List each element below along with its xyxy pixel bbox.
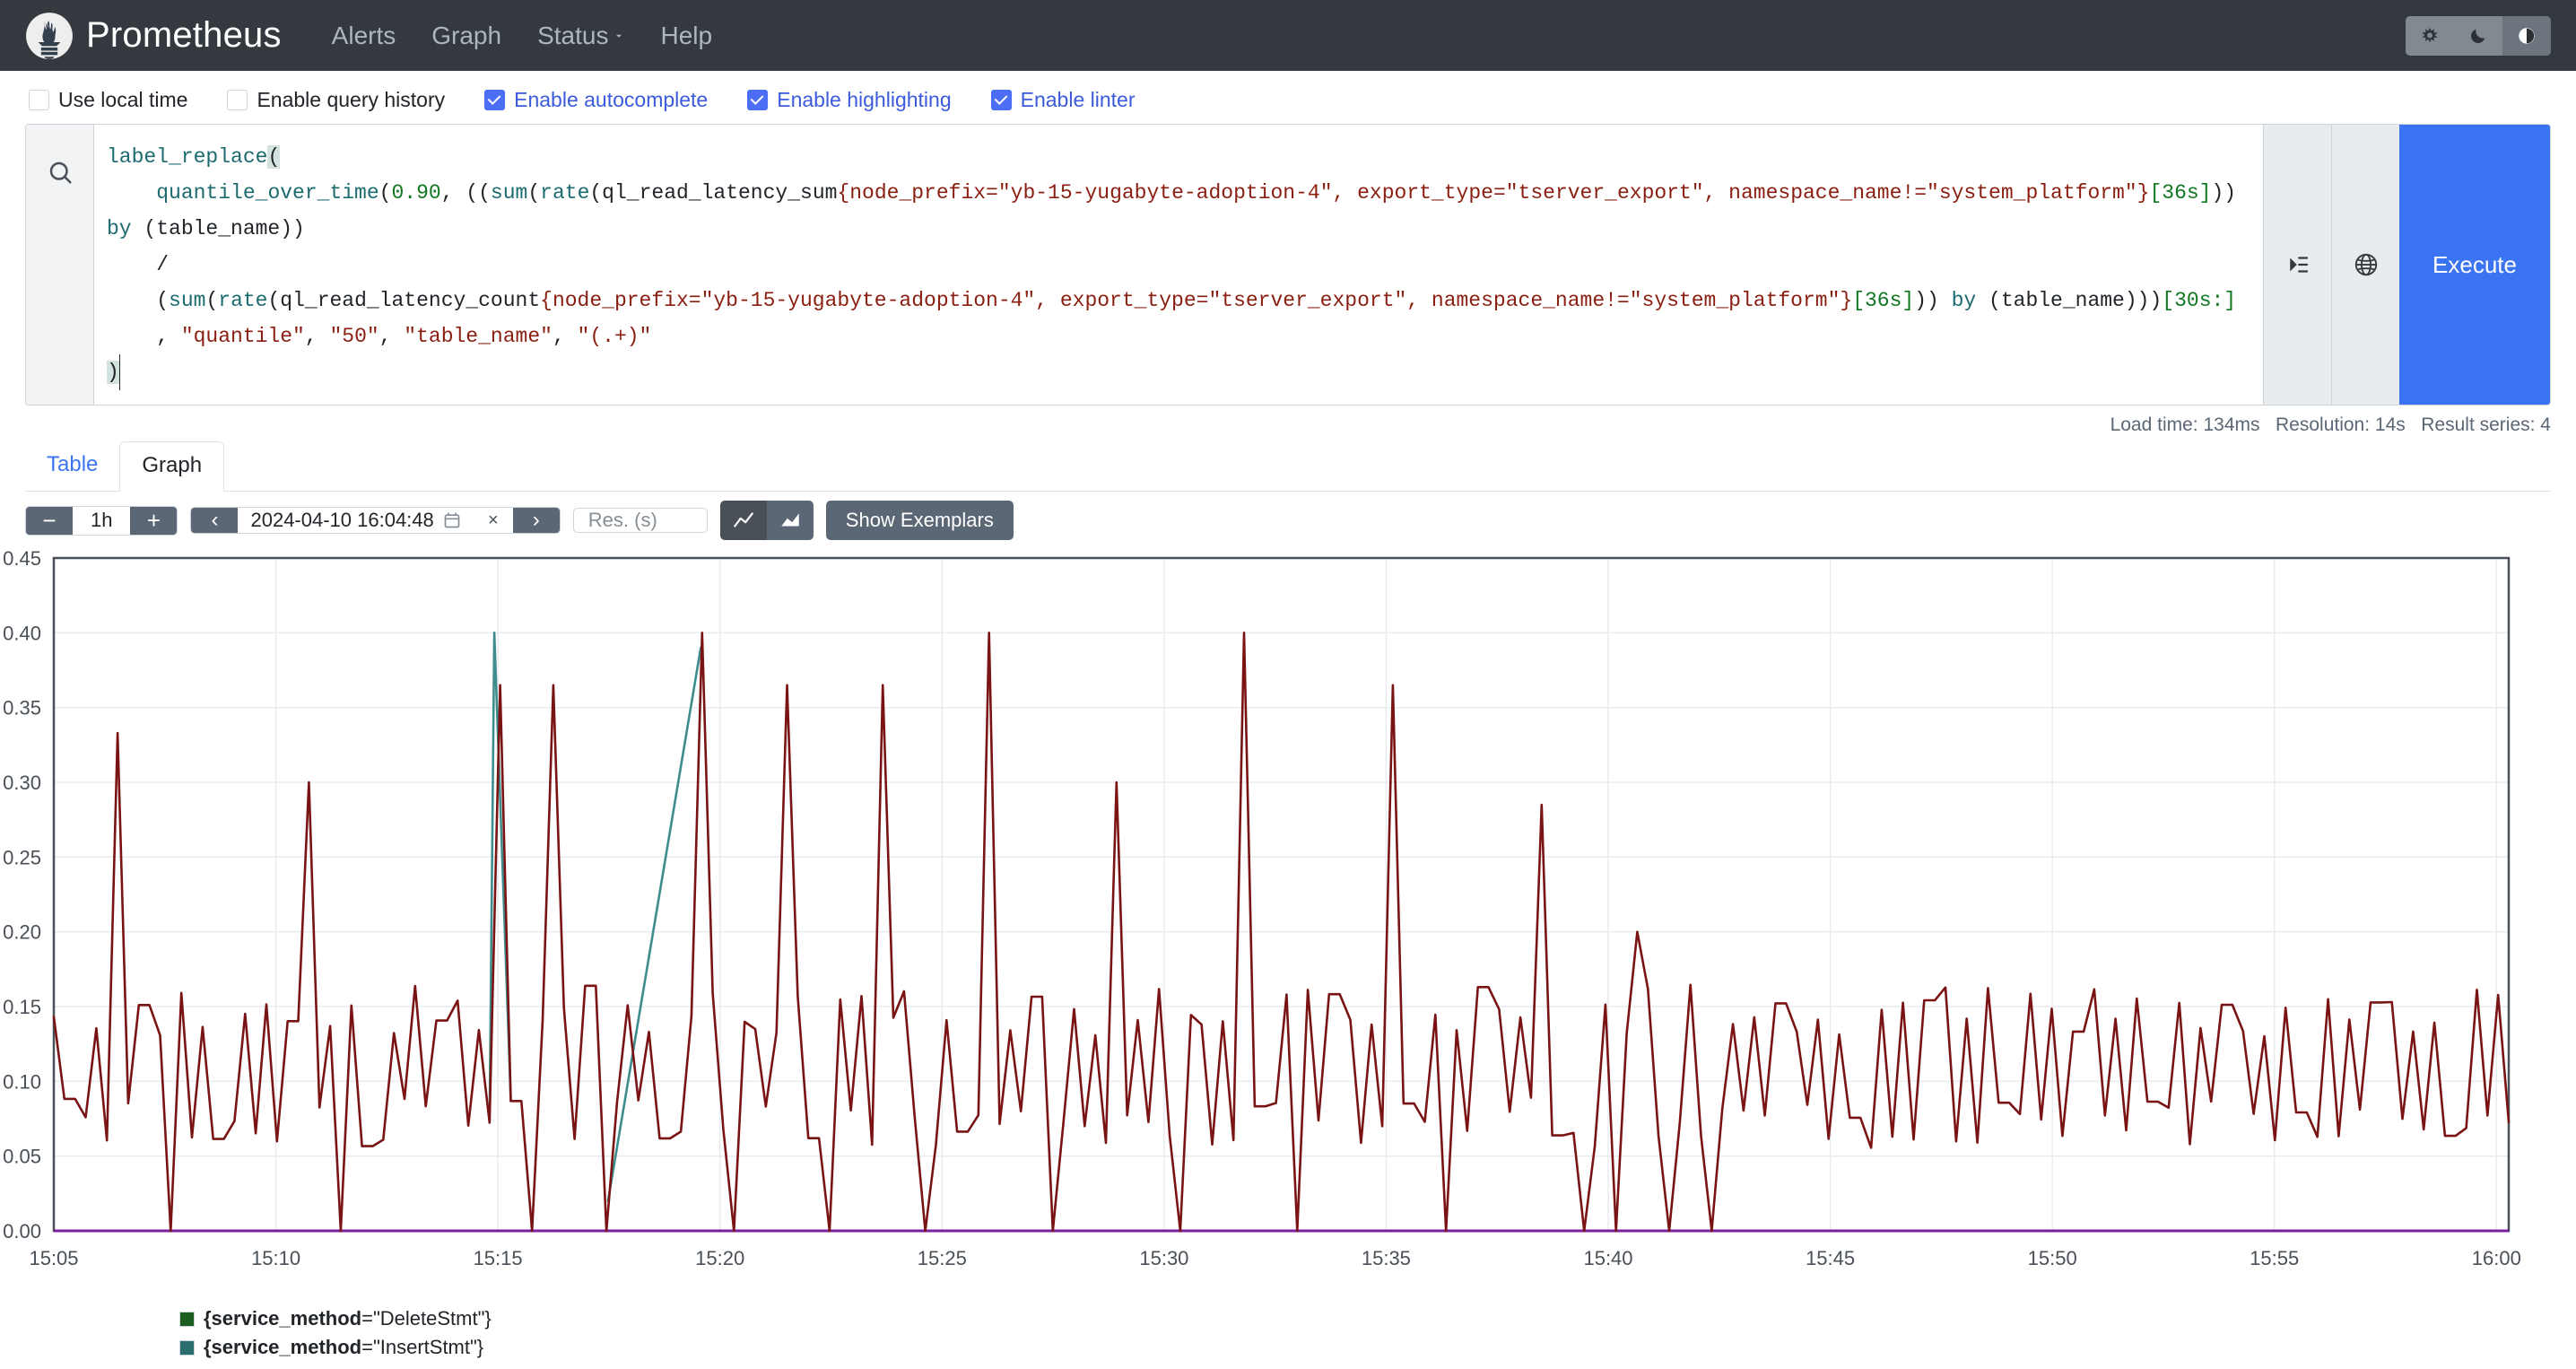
svg-text:15:10: 15:10	[251, 1247, 300, 1269]
svg-text:0.40: 0.40	[3, 622, 41, 644]
svg-text:16:00: 16:00	[2472, 1247, 2521, 1269]
svg-text:15:40: 15:40	[1583, 1247, 1632, 1269]
svg-text:15:25: 15:25	[918, 1247, 967, 1269]
svg-text:15:45: 15:45	[1806, 1247, 1855, 1269]
svg-text:0.00: 0.00	[3, 1220, 41, 1243]
svg-text:0.25: 0.25	[3, 846, 41, 868]
svg-text:15:35: 15:35	[1362, 1247, 1411, 1269]
svg-text:15:50: 15:50	[2028, 1247, 2077, 1269]
svg-text:0.30: 0.30	[3, 772, 41, 794]
svg-text:0.35: 0.35	[3, 697, 41, 719]
svg-text:15:30: 15:30	[1139, 1247, 1188, 1269]
svg-text:0.20: 0.20	[3, 921, 41, 944]
svg-text:0.10: 0.10	[3, 1070, 41, 1093]
svg-text:15:15: 15:15	[474, 1247, 523, 1269]
svg-text:15:20: 15:20	[695, 1247, 744, 1269]
svg-text:0.45: 0.45	[3, 549, 41, 570]
svg-text:15:05: 15:05	[29, 1247, 78, 1269]
svg-text:0.15: 0.15	[3, 996, 41, 1018]
svg-text:0.05: 0.05	[3, 1146, 41, 1168]
svg-text:15:55: 15:55	[2250, 1247, 2299, 1269]
